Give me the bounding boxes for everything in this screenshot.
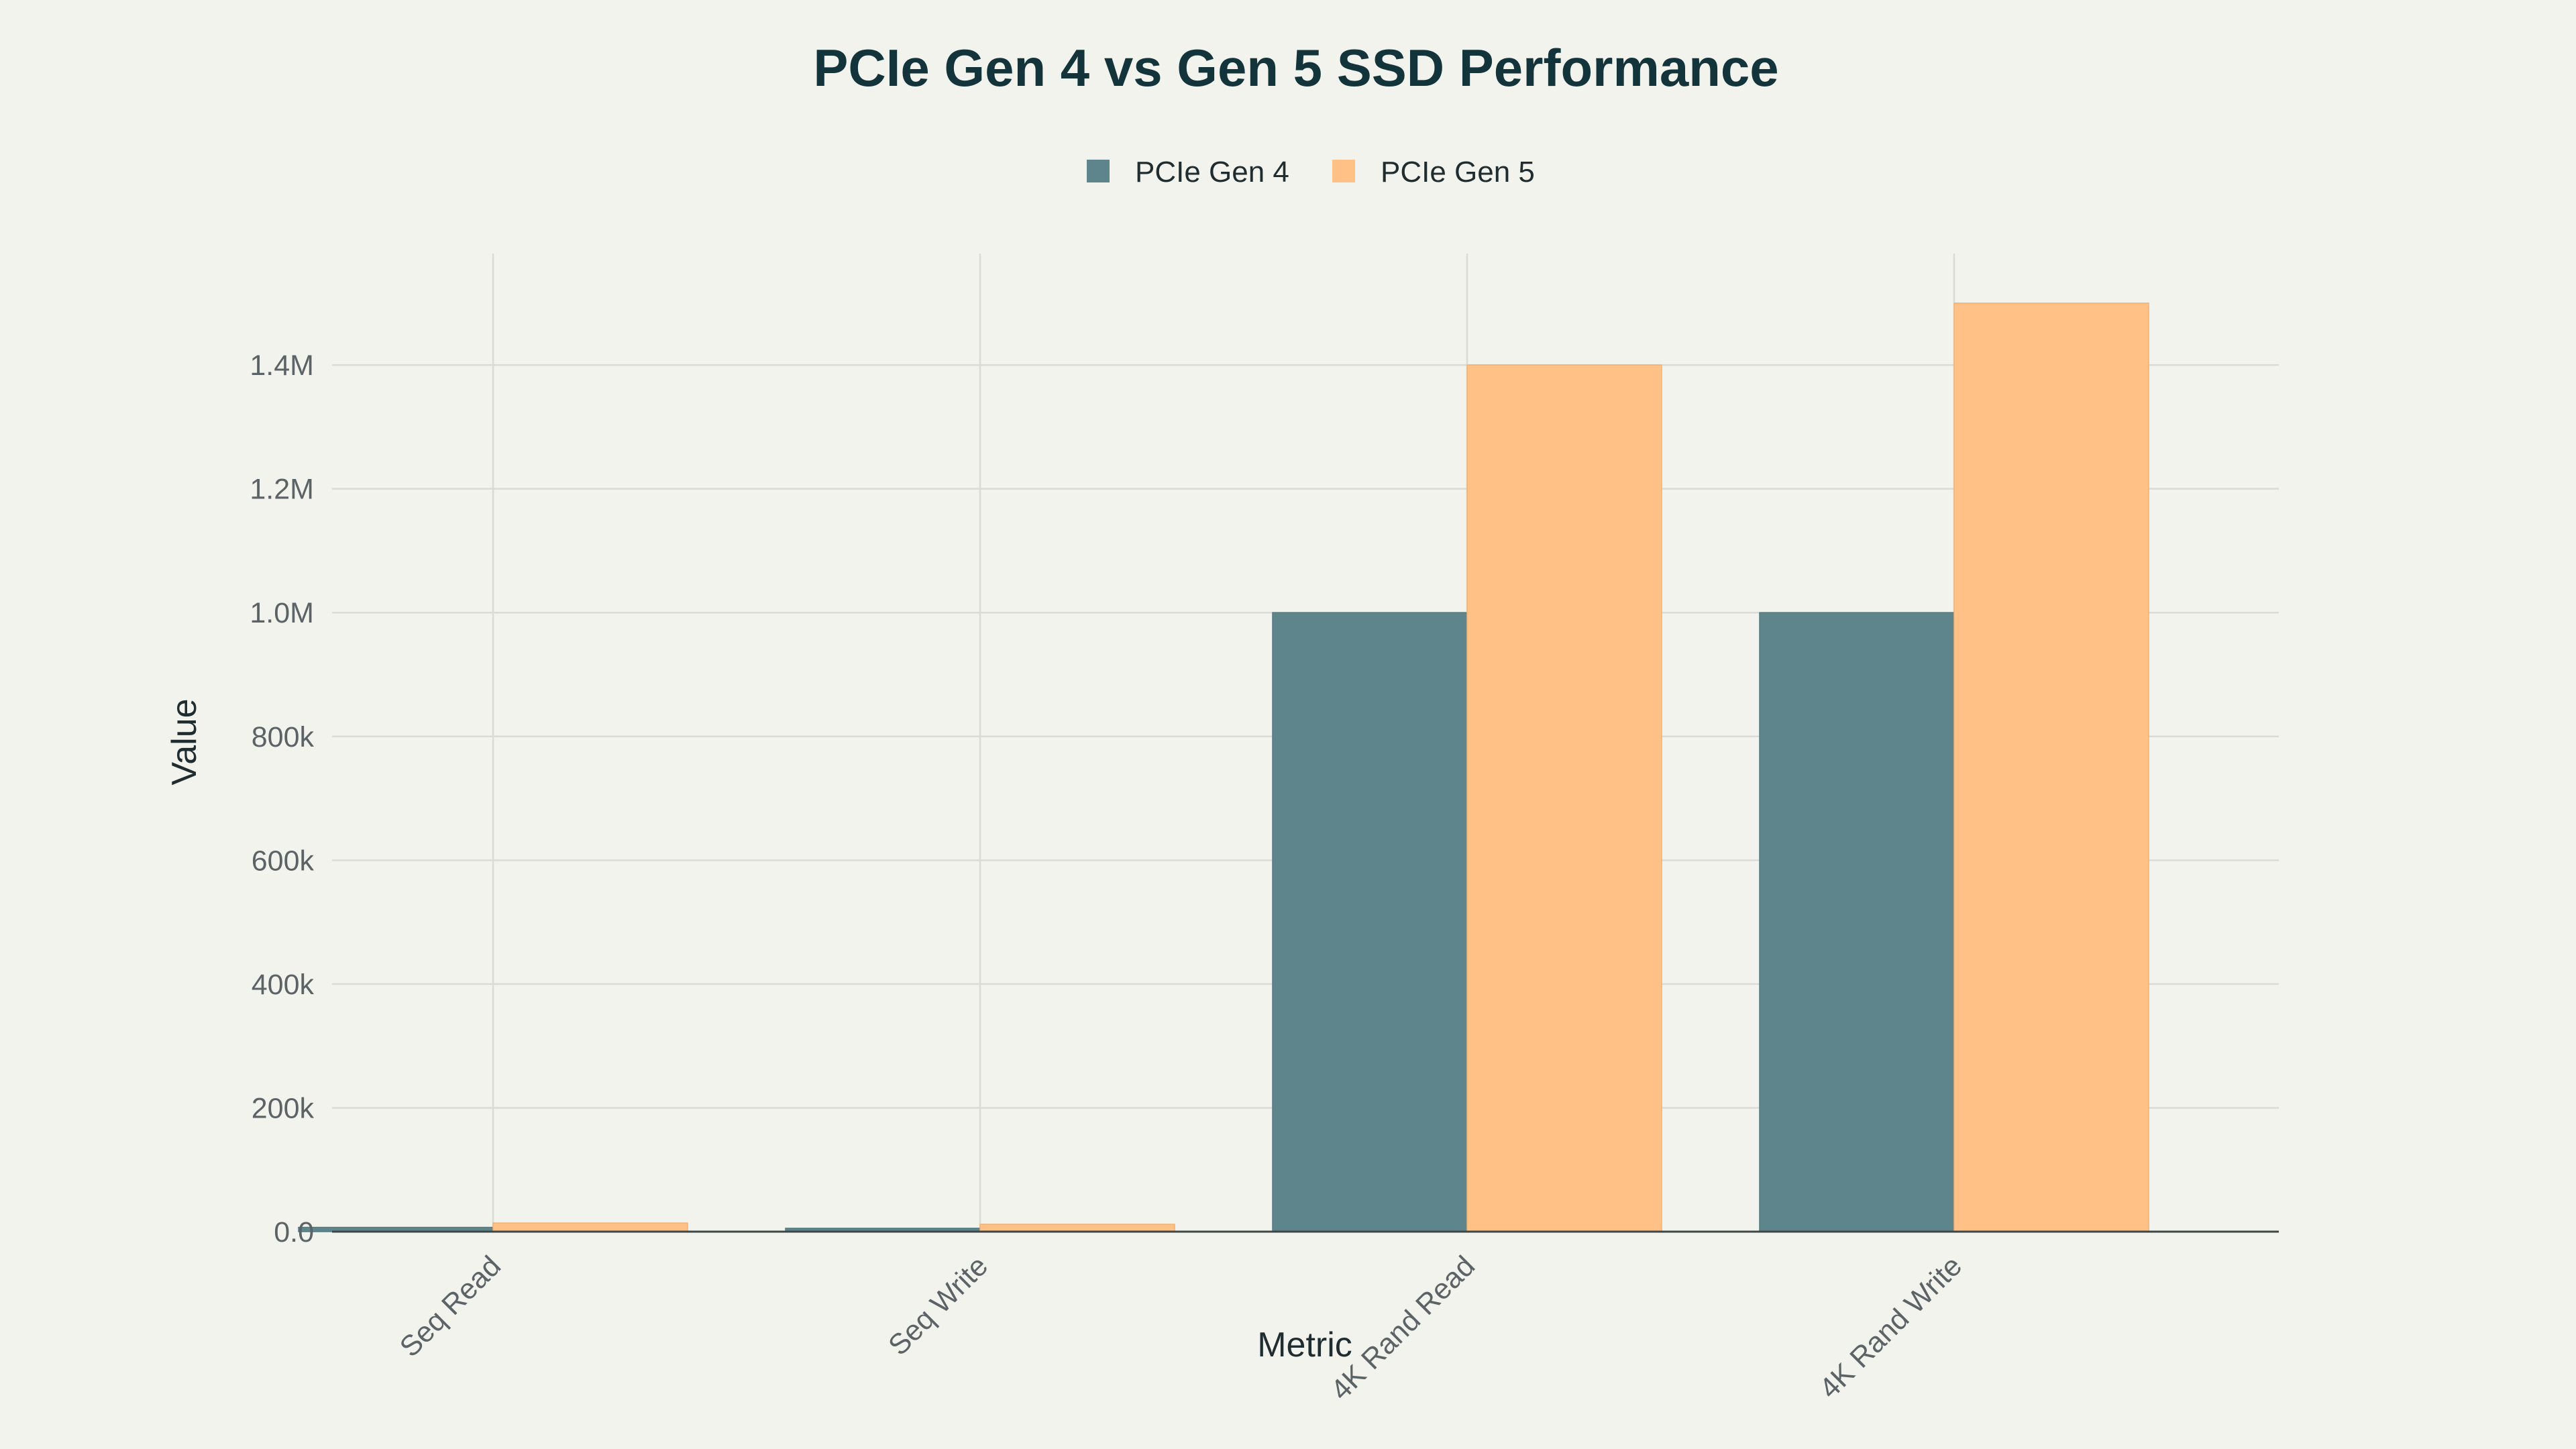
bar-pcie-gen-5-seq-write: [979, 1224, 1175, 1232]
y-axis-title: Value: [165, 698, 204, 785]
y-tick-label: 1.4M: [250, 350, 314, 382]
chart-title: PCIe Gen 4 vs Gen 5 SSD Performance: [813, 38, 1778, 97]
y-tick-label: 600k: [252, 845, 315, 877]
x-tick-label: Seq Write: [882, 1250, 994, 1362]
legend-label-pcie-gen-5: PCIe Gen 5: [1381, 156, 1535, 189]
y-tick-label: 1.0M: [250, 597, 314, 629]
bar-pcie-gen-5-seq-read: [492, 1222, 688, 1232]
x-tick-label: 4K Rand Write: [1813, 1250, 1968, 1405]
x-axis-title: Metric: [1257, 1326, 1352, 1364]
bar-pcie-gen-5-4k-rand-read: [1466, 364, 1662, 1232]
y-tick-label: 0.0: [274, 1216, 314, 1248]
legend: PCIe Gen 4 PCIe Gen 5: [1087, 156, 1535, 189]
legend-label-pcie-gen-4: PCIe Gen 4: [1135, 156, 1289, 189]
bar-pcie-gen-4-4k-rand-read: [1272, 612, 1468, 1232]
x-tick-label: Seq Read: [394, 1250, 507, 1363]
y-tick-label: 1.2M: [250, 474, 314, 506]
bars: [298, 303, 2149, 1232]
legend-swatch-pcie-gen-5: [1332, 160, 1355, 182]
legend-swatch-pcie-gen-4: [1087, 160, 1110, 182]
bar-pcie-gen-4-4k-rand-write: [1759, 612, 1955, 1232]
y-tick-label: 800k: [252, 721, 315, 753]
y-tick-label: 400k: [252, 969, 315, 1001]
bar-pcie-gen-5-4k-rand-write: [1953, 303, 2149, 1232]
y-tick-label: 200k: [252, 1092, 315, 1124]
